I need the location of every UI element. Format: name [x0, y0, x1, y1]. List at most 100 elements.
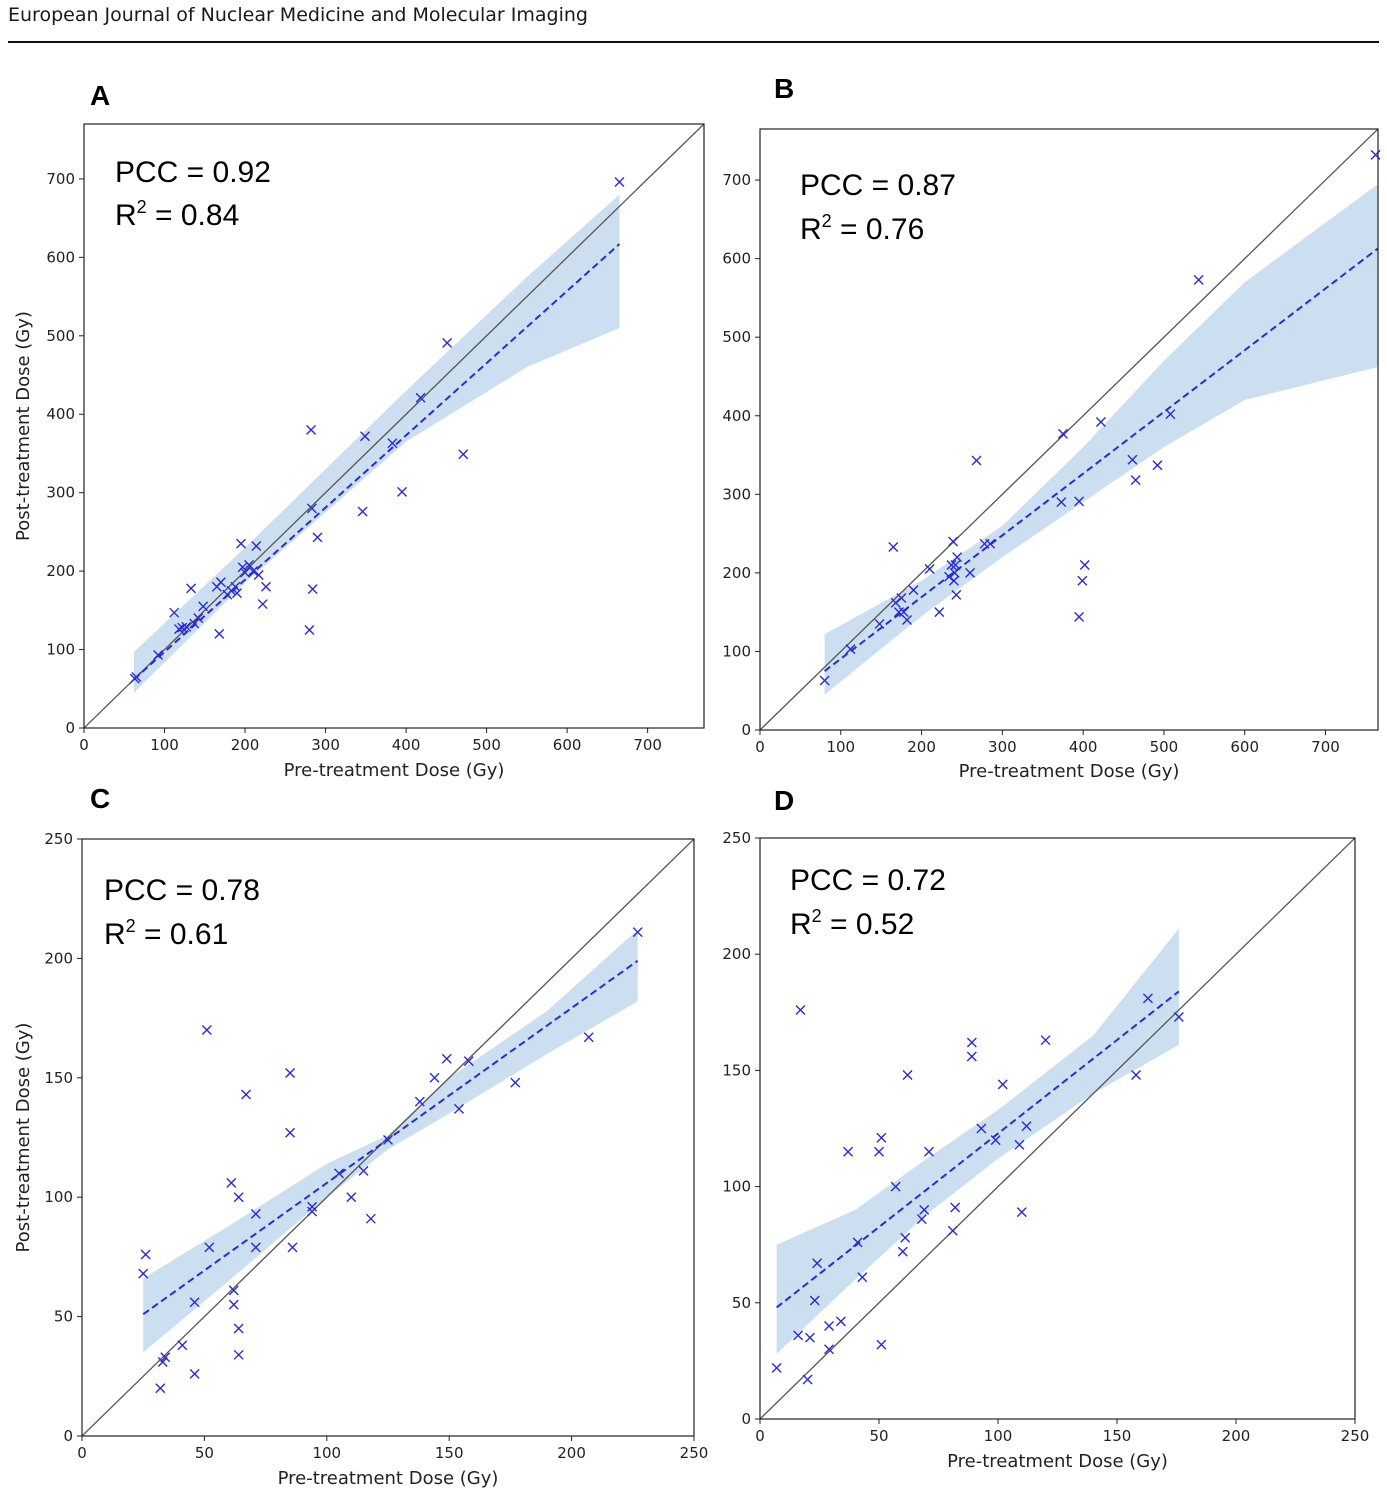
data-point [857, 1272, 868, 1283]
pcc-annotation: PCC = 0.78 [104, 874, 260, 907]
x-tick-label: 0 [77, 1444, 87, 1462]
data-point [510, 1077, 521, 1088]
data-point [415, 392, 426, 403]
y-tick-label: 200 [44, 949, 73, 967]
data-point [244, 559, 255, 570]
data-point [250, 1242, 261, 1253]
panel-letter: B [774, 73, 794, 104]
identity-line [760, 129, 1378, 730]
data-point [949, 567, 960, 578]
data-point [160, 1352, 171, 1363]
data-point [1193, 274, 1204, 285]
data-point [285, 1127, 296, 1138]
data-point [458, 449, 469, 460]
x-tick-label: 200 [1222, 1427, 1251, 1445]
y-tick-label: 100 [46, 641, 75, 659]
y-tick-label: 200 [46, 562, 75, 580]
data-point [824, 1344, 835, 1355]
y-tick-label: 700 [722, 171, 751, 189]
confidence-band [824, 183, 1378, 695]
journal-title: European Journal of Nuclear Medicine and… [8, 4, 588, 26]
x-tick-label: 100 [984, 1427, 1013, 1445]
data-point [1014, 1139, 1025, 1150]
chart-panel-a: A 0 100 200 300 400 500 600 700 0 100 200 300 400 500 6… [13, 80, 705, 781]
panel-letter: A [90, 80, 110, 111]
y-tick-label: 200 [722, 945, 751, 963]
data-point [251, 541, 262, 552]
y-tick-label: 0 [65, 719, 75, 737]
chart-panel-d: D 0 50 100 150 200 250 0 50 100 150 200 250 Pre-treat… [722, 785, 1369, 1472]
data-point [916, 1214, 927, 1225]
data-point [1131, 1070, 1142, 1081]
regression-line [824, 247, 1379, 672]
y-tick-label: 0 [741, 1410, 751, 1428]
x-tick-label: 0 [755, 1427, 765, 1445]
x-tick-label: 500 [1150, 738, 1179, 756]
data-point [260, 581, 271, 592]
data-point [231, 588, 242, 599]
data-point [835, 1316, 846, 1327]
data-point [985, 538, 996, 549]
data-point [1016, 1207, 1027, 1218]
data-point [414, 1096, 425, 1107]
x-tick-label: 600 [1230, 738, 1259, 756]
data-point [358, 1165, 369, 1176]
data-point [177, 1340, 188, 1351]
data-point [948, 575, 959, 586]
data-point [874, 1146, 884, 1157]
r2-superscript: 2 [137, 197, 147, 217]
data-point [948, 536, 959, 547]
y-axis-label: Post-treatment Dose (Gy) [13, 1023, 34, 1253]
data-point [852, 1237, 863, 1248]
data-point [874, 618, 885, 629]
r2-annotation: R2 = 0.84 [115, 197, 239, 232]
regression-line [776, 990, 1180, 1309]
y-tick-label: 700 [46, 170, 75, 188]
data-point [583, 1032, 594, 1043]
data-point [138, 1268, 149, 1279]
plot-frame [83, 123, 705, 729]
data-point [230, 581, 241, 592]
data-point [951, 589, 962, 600]
data-point [890, 1181, 901, 1192]
r2-superscript: 2 [126, 916, 136, 936]
y-tick-label: 150 [44, 1069, 73, 1087]
panel-letter: D [774, 785, 794, 816]
data-point [965, 567, 976, 578]
data-point [888, 541, 899, 552]
data-point [793, 1330, 804, 1341]
data-point [287, 1242, 298, 1253]
data-point [947, 1225, 958, 1236]
data-point [233, 1323, 244, 1334]
data-point [919, 1204, 930, 1215]
plot-frame [759, 837, 1356, 1420]
y-tick-label: 0 [741, 721, 751, 739]
data-point [795, 1004, 806, 1015]
data-point [1152, 460, 1163, 471]
data-point [898, 607, 909, 618]
data-point [357, 506, 368, 517]
data-point [1021, 1121, 1032, 1132]
data-point [237, 562, 248, 573]
data-point [966, 1051, 977, 1062]
data-point [307, 584, 318, 595]
data-point [429, 1072, 440, 1083]
data-point [189, 1297, 200, 1308]
data-point [997, 1079, 1008, 1090]
data-point [1074, 496, 1085, 507]
y-tick-label: 100 [44, 1188, 73, 1206]
r2-value: = 0.76 [832, 213, 925, 246]
data-point [334, 1168, 345, 1179]
data-point [365, 1213, 376, 1224]
data-point [157, 1356, 168, 1367]
x-tick-label: 100 [826, 738, 855, 756]
data-point [304, 624, 315, 635]
data-point [306, 424, 317, 435]
data-point [240, 567, 251, 578]
data-point [226, 1177, 237, 1188]
data-point [946, 560, 957, 571]
data-point [453, 1103, 464, 1114]
data-point [950, 560, 961, 571]
data-point [250, 1208, 261, 1219]
